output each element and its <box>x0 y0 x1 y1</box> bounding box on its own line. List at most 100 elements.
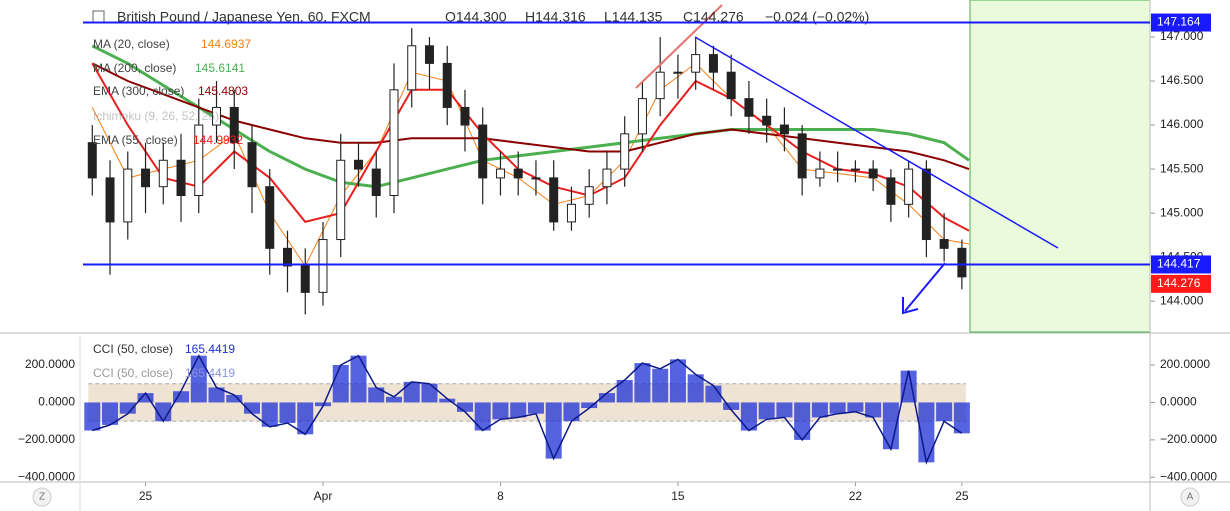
candle-body <box>212 106 222 126</box>
moving-average <box>91 62 970 171</box>
candle-body <box>673 71 683 74</box>
candle-body <box>176 159 186 197</box>
cci-bar <box>297 402 314 435</box>
plot-layer: 144.000144.500145.000145.500146.000146.5… <box>18 28 1217 503</box>
moving-average <box>91 44 970 189</box>
legend-value: 144.6937 <box>201 37 251 51</box>
candle-body <box>460 106 470 126</box>
candle-body <box>265 186 275 249</box>
y-tick-label-left: 200.0000 <box>25 357 75 371</box>
cci-bar <box>279 402 296 424</box>
y-tick-label: 147.000 <box>1160 29 1204 43</box>
cci-bar <box>740 402 757 431</box>
cci-bar <box>137 393 154 403</box>
candle-body <box>389 89 399 197</box>
zoom-button[interactable] <box>32 487 52 507</box>
cci-bar <box>918 402 935 463</box>
cci-bar <box>598 393 615 403</box>
candle-body <box>655 71 665 100</box>
cci-bar <box>545 402 562 459</box>
x-tick-label: Apr <box>314 489 333 503</box>
candle-body <box>762 115 772 126</box>
candle-body <box>584 186 594 205</box>
cci-bar <box>616 379 633 403</box>
x-tick-label: 15 <box>671 489 685 503</box>
cci-bar <box>190 355 207 403</box>
ohlc-open: O144.300 <box>445 9 507 25</box>
y-tick-label: −200.0000 <box>1160 432 1217 446</box>
cci-bar <box>332 365 349 403</box>
candle-body <box>549 177 559 223</box>
price-tag <box>1151 13 1211 32</box>
cci-bar <box>155 402 172 422</box>
candle-body <box>531 177 541 180</box>
candle-body <box>318 239 328 293</box>
legend-name: EMA (55, close) <box>93 133 178 147</box>
y-tick-label: 146.000 <box>1160 117 1204 131</box>
cci-bar <box>102 402 119 425</box>
candle-body <box>957 247 967 278</box>
cci-legend-name: CCI (50, close) <box>93 342 173 356</box>
candle-body <box>371 168 381 197</box>
cci-bar <box>936 402 953 422</box>
cci-legend-value: 165.4419 <box>185 342 235 356</box>
cci-bar <box>385 396 402 403</box>
x-tick-label: 8 <box>497 489 504 503</box>
cci-bar <box>794 402 811 440</box>
forecast-zone <box>969 0 1151 333</box>
y-tick-label-left: −200.0000 <box>18 432 75 446</box>
cci-bar <box>261 402 278 427</box>
cci-bar <box>403 381 420 403</box>
cci-bar <box>882 402 899 450</box>
cci-bar <box>492 402 509 420</box>
candle-body <box>850 168 860 171</box>
candle-body <box>442 62 452 108</box>
y-tick-label-left: 0.0000 <box>38 395 75 409</box>
ohlc-low: L144.135 <box>604 9 663 25</box>
last-price-label: 144.276 <box>1157 276 1201 290</box>
cci-bar <box>527 402 544 414</box>
candle-body <box>708 54 718 73</box>
candle-body <box>123 168 133 223</box>
cci-line <box>92 354 963 465</box>
cci-bar <box>563 402 580 422</box>
candle-body <box>87 142 97 179</box>
candle-body <box>833 168 843 171</box>
candle-body <box>478 124 488 179</box>
y-tick-label: 145.000 <box>1160 205 1204 219</box>
cci-legend-value: 165.4419 <box>185 366 235 380</box>
legend-name: MA (20, close) <box>93 37 170 51</box>
ohlc-close: C144.276 <box>683 9 744 25</box>
price-tag-label: 147.164 <box>1157 15 1201 29</box>
cci-bar <box>758 402 775 420</box>
cci-bar <box>776 402 793 418</box>
cci-bar <box>634 363 651 403</box>
cci-bar <box>705 385 722 403</box>
auto-button[interactable] <box>1180 487 1200 507</box>
x-tick-label: 25 <box>955 489 969 503</box>
cci-bar <box>208 387 225 403</box>
legend-name: EMA (300, close) <box>93 84 184 98</box>
candle-body <box>336 159 346 241</box>
legend-name: MA (200, close) <box>93 61 176 75</box>
cci-bar <box>173 391 190 403</box>
candle-body <box>815 168 825 179</box>
price-tag-label: 144.417 <box>1157 257 1201 271</box>
candle-body <box>726 71 736 100</box>
candle-body <box>300 265 310 293</box>
candle-body <box>158 159 168 188</box>
candle-body <box>797 133 807 179</box>
price-tag <box>1151 255 1211 274</box>
cci-bar <box>865 402 882 418</box>
candle-body <box>229 106 239 144</box>
auto-icon: A <box>1187 492 1194 503</box>
candle-body <box>868 168 878 179</box>
candle-body <box>904 168 914 205</box>
trend-line-red <box>635 4 723 89</box>
candle-body <box>105 177 115 223</box>
cci-bar <box>244 402 261 414</box>
candle-body <box>513 168 523 179</box>
candle-body <box>566 203 576 223</box>
cci-bar <box>474 402 491 431</box>
y-tick-label: 144.000 <box>1160 293 1204 307</box>
